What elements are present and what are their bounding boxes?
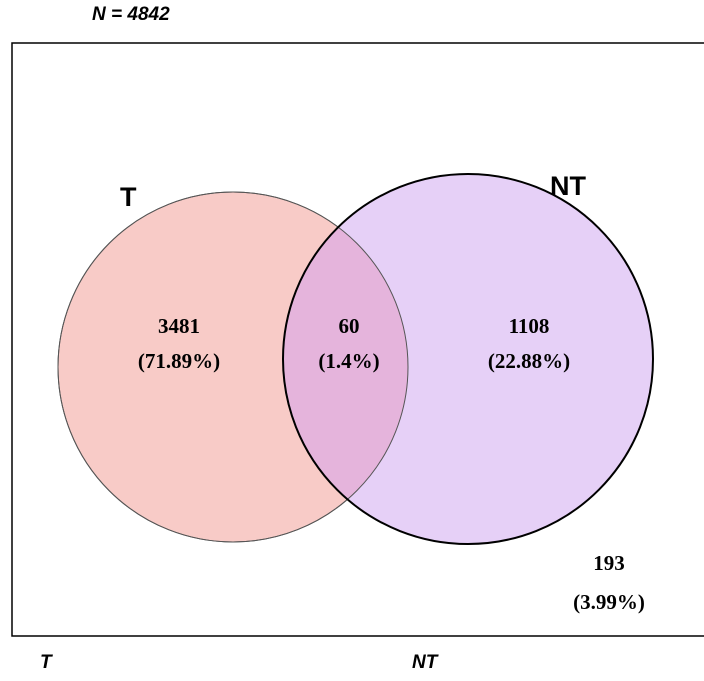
total-count-label: N = 4842: [92, 4, 170, 25]
set-t-outline: [57, 191, 409, 543]
t-only-percent: (71.89%): [138, 349, 220, 373]
overlap-count: 60: [339, 314, 360, 338]
footer-t-label: T: [40, 652, 52, 673]
universe-frame: [11, 42, 704, 637]
overlap-region: [283, 192, 408, 542]
set-nt-outline: [282, 173, 654, 545]
nt-only-count: 1108: [509, 314, 550, 338]
neither-percent: (3.99%): [573, 590, 645, 614]
footer-nt-label: NT: [412, 652, 438, 673]
overlap-percent: (1.4%): [318, 349, 379, 373]
set-t-title: T: [120, 182, 137, 212]
nt-only-percent: (22.88%): [488, 349, 570, 373]
t-only-count: 3481: [158, 314, 200, 338]
set-nt-title: NT: [550, 171, 586, 201]
neither-count: 193: [593, 551, 625, 575]
